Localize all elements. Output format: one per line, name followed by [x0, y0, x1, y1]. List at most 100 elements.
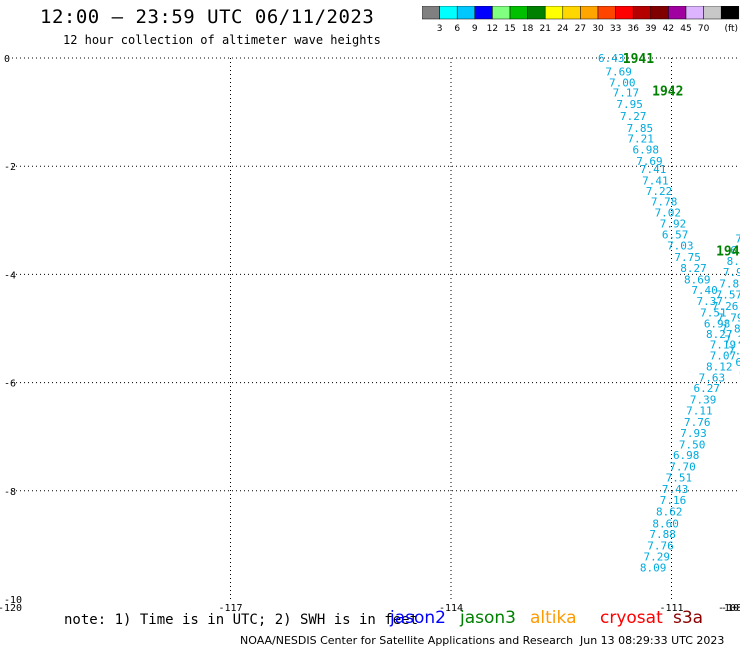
colorbar-label: 15 [504, 24, 515, 34]
swh-value: 7.17 [613, 87, 640, 100]
swh-value: 6.78 [730, 244, 740, 257]
swh-value: 7.70 [669, 460, 696, 473]
swh-value: 7.79 [717, 312, 740, 325]
swh-value: 7.51 [700, 306, 727, 319]
generated-timestamp: Jun 13 08:29:33 UTC 2023 [580, 634, 725, 647]
legend-s3a: s3a [673, 608, 704, 628]
legend-jason3: jason3 [460, 608, 516, 628]
swh-value: 7.97 [723, 266, 740, 279]
swh-value: 7.76 [647, 539, 674, 552]
y-tick-label: -6 [4, 379, 16, 390]
swh-value: 7.16 [660, 494, 687, 507]
swh-values: 6.437.697.007.177.957.277.857.216.987.69… [598, 52, 740, 575]
swh-value: 7.51 [666, 471, 693, 484]
swh-value: 7.88 [649, 528, 676, 541]
chart-title: 12:00 – 23:59 UTC 06/11/2023 [40, 6, 375, 28]
grid [12, 57, 740, 599]
pass-labels: 19411942171919431720194417211945 [623, 52, 740, 260]
y-tick-label: -4 [4, 270, 16, 281]
colorbar-label: 18 [522, 24, 534, 34]
swh-value: 8.60 [652, 517, 679, 530]
colorbar-label: 70 [698, 24, 710, 34]
swh-value: 8.73 [727, 255, 740, 268]
swh-value: 6.92 [735, 356, 740, 369]
swh-value: 8.69 [684, 273, 711, 286]
swh-value: 7.11 [686, 405, 713, 418]
swh-value: 7.37 [696, 295, 723, 308]
colorbar-label: 6 [454, 24, 460, 34]
legend-altika: altika [530, 608, 577, 628]
colorbar-label: 24 [557, 24, 569, 34]
colorbar-label: 9 [472, 24, 478, 34]
swh-value: 7.76 [684, 416, 711, 429]
pass-label: 1942 [652, 84, 683, 99]
swh-value: 7.41 [642, 174, 669, 187]
swh-value: 6.43 [598, 52, 625, 65]
swh-value: 7.95 [616, 98, 643, 111]
pass-label: 1943 [716, 245, 740, 260]
y-tick-label: -8 [4, 487, 16, 498]
swh-value: 7.22 [646, 185, 673, 198]
x-tick-label: -10 [721, 603, 739, 614]
colorbar-label: 30 [592, 24, 604, 34]
colorbar-label: 45 [680, 24, 691, 34]
units-note: note: 1) Time is in UTC; 2) SWH is in fe… [64, 612, 419, 628]
swh-value: 7.50 [679, 438, 706, 451]
colorbar-label: 3 [437, 24, 443, 34]
colorbar-unit: (ft) [724, 24, 738, 34]
colorbar-swatch [720, 6, 740, 20]
swh-value: 8.27 [706, 328, 733, 341]
colorbar-label: 36 [627, 24, 639, 34]
legend-cryosat: cryosat [600, 608, 663, 628]
swh-value: 7.16 [735, 233, 740, 246]
swh-value: 6.57 [662, 228, 689, 241]
swh-value: 7.58 [728, 345, 740, 358]
swh-value: 7.43 [662, 483, 689, 496]
swh-value: 7.57 [716, 288, 740, 301]
swh-value: 7.78 [651, 195, 678, 208]
swh-value: 7.40 [691, 284, 718, 297]
swh-value: 7.26 [712, 300, 739, 313]
swh-value: 8.27 [680, 262, 707, 275]
swh-value: 7.29 [644, 550, 671, 563]
x-tick-label: -120 [0, 603, 22, 614]
color-scale-legend: 3 6 9 12 15 18 21 24 27 30 33 36 39 42 45 70 (ft) [422, 6, 740, 34]
swh-value: 7.63 [699, 372, 726, 385]
y-tick-label: -2 [4, 162, 16, 173]
x-tick-label: -114 [439, 603, 463, 614]
swh-value: 7.39 [690, 393, 717, 406]
swh-value: 7.85 [627, 122, 654, 135]
pass-label: 1941 [623, 52, 654, 67]
swh-value: 7.07 [710, 350, 737, 363]
colorbar-label: 12 [487, 24, 498, 34]
swh-value: 7.19 [710, 339, 737, 352]
swh-value: 6.27 [694, 382, 721, 395]
swh-value: 7.27 [620, 110, 647, 123]
colorbar-label: 42 [663, 24, 674, 34]
colorbar-label: 39 [645, 24, 657, 34]
y-tick-label: -10 [4, 595, 22, 606]
swh-value: 8.12 [706, 360, 733, 373]
y-tick-label: 0 [4, 54, 10, 65]
swh-value: 6.98 [633, 143, 660, 156]
swh-value: 7.81 [719, 278, 740, 291]
swh-value: 7.27 [724, 333, 740, 346]
swh-value: 8.62 [656, 505, 683, 518]
colorbar-label: 27 [575, 24, 586, 34]
axis-ticks: 0-2-4-6-8-10-120 -117 -114 -111 -108-10 [0, 54, 740, 614]
legend-jason2: jason2 [390, 608, 446, 628]
swh-value: 7.75 [674, 251, 701, 264]
colorbar-label: 21 [539, 24, 550, 34]
swh-value: 7.02 [655, 207, 682, 220]
colorbar-label: 33 [610, 24, 621, 34]
swh-value: 7.41 [640, 163, 667, 176]
swh-value: 7.21 [627, 133, 654, 146]
swh-value: 7.69 [605, 66, 632, 79]
x-tick-label: -117 [218, 603, 242, 614]
swh-value: 6.98 [673, 449, 700, 462]
swh-value: 7.00 [609, 76, 636, 89]
swh-value: 8.09 [640, 562, 667, 575]
x-tick-label: -108 [718, 603, 740, 614]
swh-value: 7.92 [660, 218, 687, 231]
